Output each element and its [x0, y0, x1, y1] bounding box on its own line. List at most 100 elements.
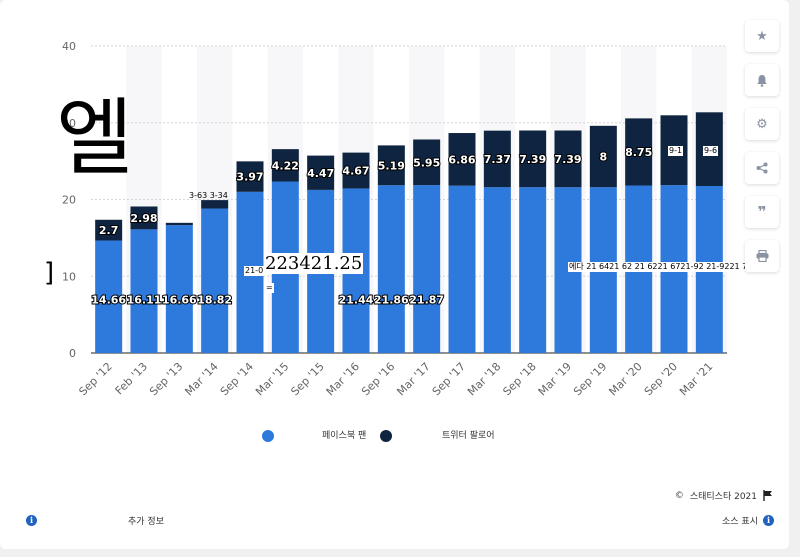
quote-icon[interactable]: ❞: [745, 196, 779, 228]
x-tick-label: Mar '14: [182, 360, 220, 398]
show-source-link[interactable]: 소스 표시 i: [722, 514, 774, 527]
bar-facebook[interactable]: [413, 185, 441, 353]
more-info-link[interactable]: i 추가 정보: [26, 514, 164, 527]
data-label-twitter: 7.39: [519, 153, 546, 166]
x-tick-label: Mar '21: [677, 360, 715, 398]
legend-facebook[interactable]: 페이스북 팬: [262, 428, 366, 442]
bar-twitter[interactable]: [589, 125, 617, 188]
data-label-twitter: 3.97: [236, 171, 263, 184]
x-tick: Mar '21: [677, 360, 715, 398]
y-tick-label: 10: [62, 270, 76, 283]
x-tick-label: Sep '19: [571, 360, 609, 398]
x-tick-label: Sep '17: [430, 360, 468, 398]
legend-dot-twitter: [380, 429, 392, 442]
data-label-twitter: 4.47: [307, 167, 334, 180]
overlay-prefix: 21-0: [244, 266, 265, 276]
bell-icon[interactable]: [745, 64, 779, 96]
bar-facebook[interactable]: [448, 185, 476, 353]
flag-icon[interactable]: [763, 490, 773, 501]
bar-twitter[interactable]: [413, 139, 441, 186]
x-tick-label: Mar '19: [536, 360, 574, 398]
x-tick: Sep '13: [147, 360, 185, 398]
x-tick: Mar '16: [324, 360, 362, 398]
share-icon[interactable]: [745, 152, 779, 184]
x-tick-label: Mar '18: [465, 360, 503, 398]
bar-twitter[interactable]: [483, 130, 511, 188]
x-tick-label: Sep '12: [76, 360, 114, 398]
bar-twitter[interactable]: [165, 222, 193, 226]
bar-facebook[interactable]: [95, 240, 123, 353]
data-label-facebook: 21.44: [339, 293, 374, 306]
x-tick: Sep '12: [76, 360, 114, 398]
more-info-label: 추가 정보: [128, 517, 164, 527]
x-tick-label: Mar '15: [253, 360, 291, 398]
bar-twitter[interactable]: [519, 130, 547, 188]
data-label-twitter: 6.86: [448, 153, 475, 166]
overlay-box-1: 9-1: [668, 146, 684, 156]
bar-facebook[interactable]: [377, 185, 405, 353]
print-icon[interactable]: [745, 240, 779, 272]
overlay-label-3: 3-63 3-34: [189, 191, 228, 200]
data-label-facebook: 18.82: [197, 293, 232, 306]
statista-credit[interactable]: © 스태티스타 2021: [675, 489, 773, 502]
x-tick: Mar '14: [182, 360, 220, 398]
x-tick: Mar '18: [465, 360, 503, 398]
bar-facebook[interactable]: [165, 225, 193, 353]
bar-twitter[interactable]: [307, 155, 335, 190]
info-icon-source: i: [763, 515, 774, 526]
bar-twitter[interactable]: [271, 149, 299, 182]
overlay-eq: =: [265, 283, 274, 293]
bars-layer: [95, 112, 723, 353]
copyright-icon: ©: [674, 490, 684, 501]
y-tick-label: 40: [62, 40, 76, 53]
bar-twitter[interactable]: [95, 219, 123, 241]
x-tick-label: Sep '13: [147, 360, 185, 398]
bar-twitter[interactable]: [554, 130, 582, 188]
star-icon[interactable]: ★: [745, 20, 779, 52]
y-tick-label: 30: [62, 117, 76, 130]
data-label-facebook: 16.11: [127, 293, 162, 306]
data-label-facebook: 21.86: [374, 293, 409, 306]
action-sidebar: ★ ⚙ ❞: [745, 20, 779, 284]
x-tick-label: Mar '16: [324, 360, 362, 398]
overlay-number: 223421.25: [264, 253, 364, 274]
x-tick: Sep '16: [359, 360, 397, 398]
x-tick: Mar '20: [606, 360, 644, 398]
x-tick: Sep '17: [430, 360, 468, 398]
x-tick: Mar '15: [253, 360, 291, 398]
x-tick: Sep '18: [500, 360, 538, 398]
data-label-twitter: 2.7: [99, 224, 119, 237]
data-label-twitter: 5.19: [378, 159, 405, 172]
x-tick: Feb '13: [113, 360, 150, 397]
gear-icon[interactable]: ⚙: [745, 108, 779, 140]
bar-twitter[interactable]: [342, 152, 370, 189]
bar-facebook[interactable]: [483, 187, 511, 353]
x-tick: Sep '14: [218, 360, 256, 398]
data-labels-layer: 14.66 2.7 16.11 2.98 16.66 18.82 3.97 4.22 4.47 2…: [90, 145, 653, 307]
credit-text: 스태티스타 2021: [689, 492, 757, 502]
data-label-facebook: 14.66: [91, 293, 126, 306]
data-label-facebook: 16.66: [162, 293, 197, 306]
bar-twitter[interactable]: [130, 206, 158, 230]
x-tick-label: Sep '20: [642, 360, 680, 398]
x-tick: Sep '19: [571, 360, 609, 398]
bar-facebook[interactable]: [201, 208, 229, 353]
y-tick-label: 20: [62, 194, 76, 207]
bar-twitter[interactable]: [236, 161, 264, 192]
bar-facebook[interactable]: [519, 187, 547, 353]
x-tick-label: Feb '13: [113, 360, 150, 397]
watermark-glyph: 엘: [56, 89, 134, 187]
bar-twitter[interactable]: [448, 133, 476, 186]
legend-label-facebook: 페이스북 팬: [322, 431, 367, 441]
bracket-mark: ]: [44, 258, 55, 288]
data-label-twitter: 4.67: [342, 165, 369, 178]
bar-twitter[interactable]: [377, 145, 405, 186]
bar-twitter[interactable]: [625, 118, 653, 186]
bar-twitter[interactable]: [201, 200, 229, 209]
data-label-twitter: 8: [600, 151, 608, 164]
show-source-label: 소스 표시: [722, 517, 758, 527]
legend-twitter[interactable]: 트위터 팔로어: [380, 428, 495, 442]
bar-facebook[interactable]: [130, 229, 158, 353]
